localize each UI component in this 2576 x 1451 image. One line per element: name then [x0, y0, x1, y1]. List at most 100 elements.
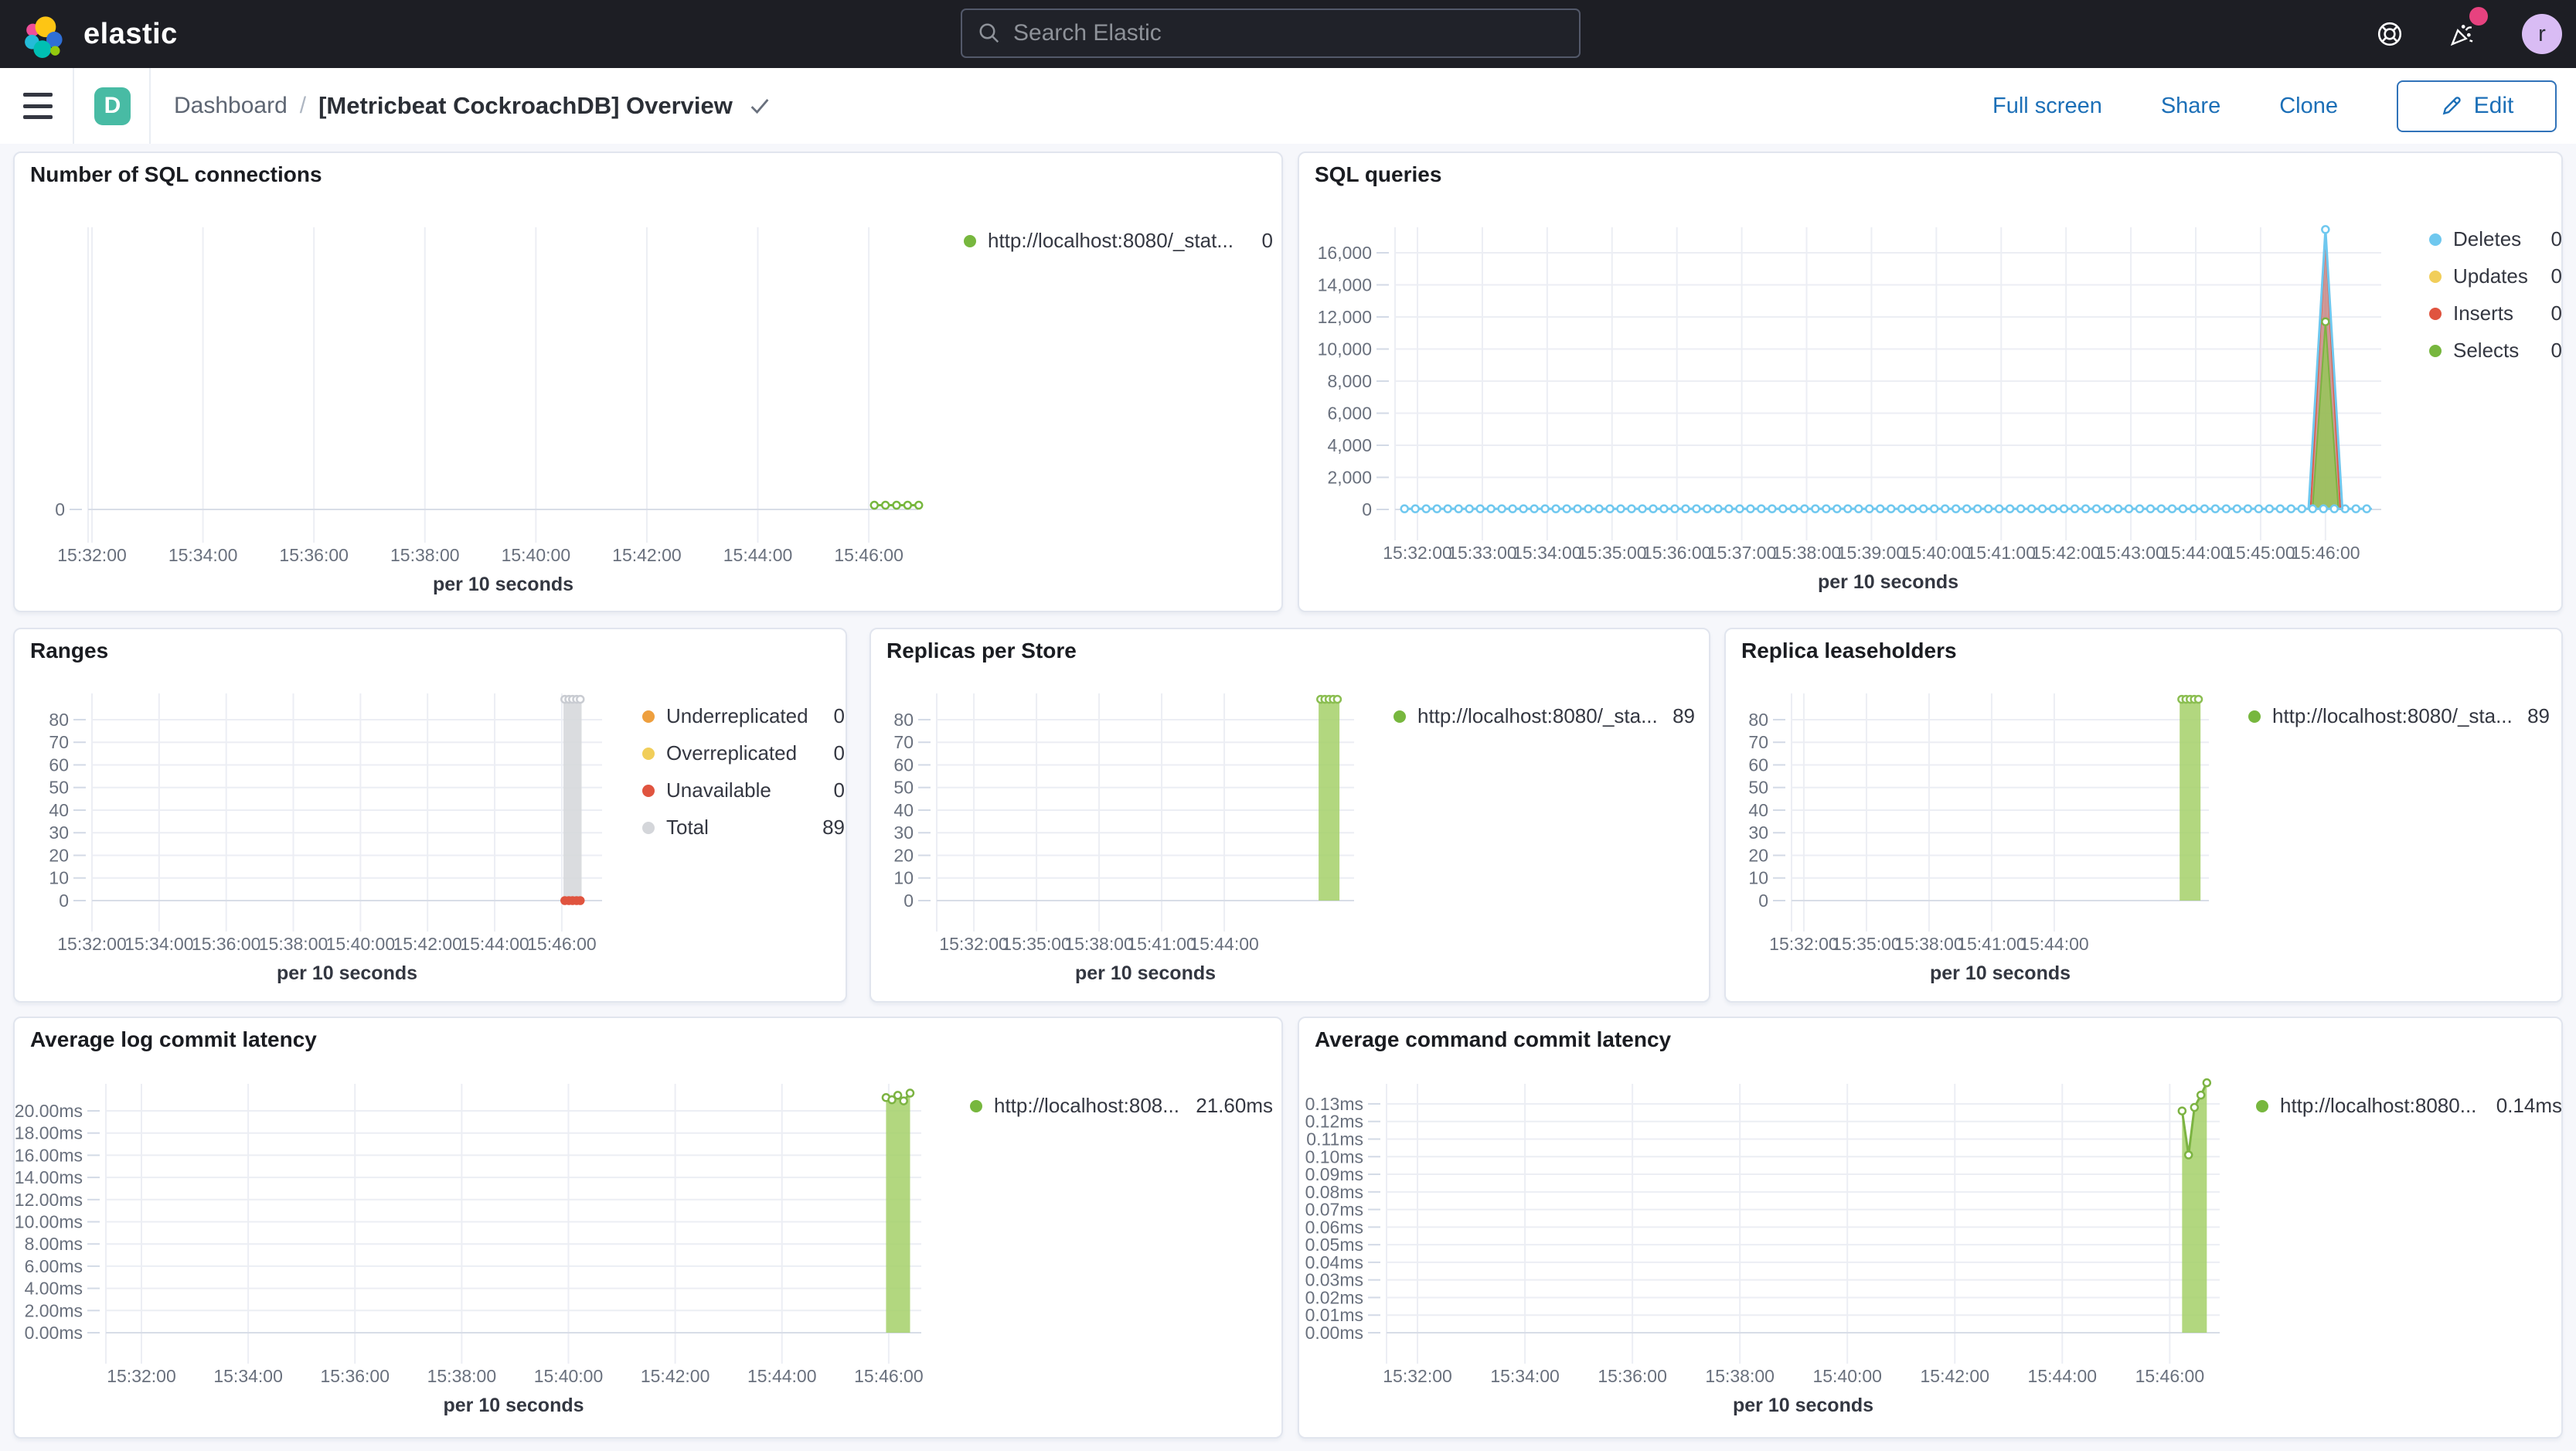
user-avatar[interactable]: r [2522, 14, 2562, 54]
panel-title: Ranges [30, 639, 109, 662]
svg-text:0.13ms: 0.13ms [1305, 1094, 1363, 1114]
chart-legend: http://localhost:8080/_sta... 89 [1393, 704, 1695, 741]
svg-text:15:44:00: 15:44:00 [460, 934, 529, 954]
svg-text:10: 10 [49, 868, 69, 888]
chart-sql-queries[interactable]: 0 2,000 4,000 6,000 8,000 10,000 12,000 14,000 1… [1299, 153, 2561, 615]
legend-value: 89 [822, 816, 845, 839]
legend-item[interactable]: http://localhost:8080/_stat... 0 [964, 229, 1273, 253]
svg-text:15:36:00: 15:36:00 [1598, 1366, 1667, 1386]
svg-text:40: 40 [1748, 800, 1768, 820]
svg-text:15:32:00: 15:32:00 [57, 545, 127, 565]
svg-text:0.04ms: 0.04ms [1305, 1252, 1363, 1272]
chart-sql-connections[interactable]: 0 15:32:00 15:34:00 15:36:00 15:38:00 15:40:0… [15, 153, 1281, 615]
search-input[interactable] [1012, 19, 1540, 47]
svg-text:20: 20 [49, 845, 69, 865]
svg-text:8.00ms: 8.00ms [25, 1234, 83, 1254]
legend-value: 89 [2527, 704, 2550, 727]
chart-replica-leaseholders[interactable]: 0 10 20 30 40 50 60 70 80 15:32:00 15:35:00 15:38:0… [1726, 629, 2561, 1005]
legend-value: 0.14ms [2496, 1094, 2562, 1117]
legend-item[interactable]: Underreplicated 0 [642, 704, 845, 728]
legend-value: 0 [2550, 301, 2562, 325]
legend-label: Deletes [2453, 227, 2522, 250]
svg-text:per 10 seconds: per 10 seconds [1930, 962, 2071, 984]
svg-text:15:34:00: 15:34:00 [1513, 543, 1582, 563]
global-search[interactable] [961, 9, 1581, 58]
svg-text:70: 70 [1748, 732, 1768, 752]
svg-text:2,000: 2,000 [1327, 467, 1372, 487]
svg-text:15:42:00: 15:42:00 [612, 545, 682, 565]
brand-name: elastic [83, 17, 178, 50]
svg-text:15:39:00: 15:39:00 [1837, 543, 1907, 563]
legend-label: Underreplicated [666, 704, 808, 727]
party-popper-icon [2448, 19, 2477, 49]
chart-replicas-per-store[interactable]: 0 10 20 30 40 50 60 70 80 15:32:00 15:35:00 15:38:0… [871, 629, 1709, 1005]
svg-text:2.00ms: 2.00ms [25, 1300, 83, 1320]
legend-value: 89 [1673, 704, 1695, 727]
svg-text:per 10 seconds: per 10 seconds [1075, 962, 1216, 984]
menu-button[interactable] [23, 93, 53, 119]
legend-label: Selects [2453, 339, 2520, 362]
svg-text:15:46:00: 15:46:00 [2291, 543, 2360, 563]
panel-title: Average log commit latency [30, 1027, 317, 1051]
elastic-home-link[interactable]: elastic [22, 9, 178, 60]
legend-item[interactable]: Deletes 0 [2429, 227, 2562, 251]
edit-button[interactable]: Edit [2397, 80, 2557, 132]
elastic-logo-icon [22, 9, 73, 60]
svg-text:15:36:00: 15:36:00 [279, 545, 349, 565]
svg-text:15:45:00: 15:45:00 [2226, 543, 2295, 563]
full-screen-button[interactable]: Full screen [1992, 93, 2102, 118]
svg-text:15:44:00: 15:44:00 [747, 1366, 817, 1386]
svg-text:15:40:00: 15:40:00 [326, 934, 396, 954]
chart-legend: http://localhost:8080... 0.14ms [2256, 1094, 2562, 1131]
chart-legend: Underreplicated 0 Overreplicated 0 Unavailab… [642, 704, 845, 853]
svg-text:80: 80 [49, 710, 69, 730]
svg-text:per 10 seconds: per 10 seconds [443, 1395, 584, 1416]
legend-color-dot [2248, 710, 2261, 723]
chart-avg-command-commit-latency[interactable]: 0.00ms 0.01ms 0.02ms 0.03ms 0.04ms 0.05ms 0.06… [1299, 1018, 2561, 1441]
legend-color-dot [2429, 344, 2442, 357]
legend-item[interactable]: http://localhost:8080/_sta... 89 [1393, 704, 1695, 728]
legend-item[interactable]: http://localhost:8080/_sta... 89 [2248, 704, 2550, 728]
breadcrumb: Dashboard / [Metricbeat CockroachDB] Ove… [174, 92, 771, 120]
breadcrumb-separator: / [299, 93, 307, 118]
svg-text:20.00ms: 20.00ms [15, 1101, 83, 1121]
legend-item[interactable]: Updates 0 [2429, 264, 2562, 288]
legend-label: http://localhost:8080/_stat... [988, 229, 1234, 252]
svg-text:40: 40 [49, 800, 69, 820]
legend-value: 0 [833, 704, 845, 727]
legend-label: http://localhost:8080... [2280, 1094, 2477, 1117]
svg-text:0.02ms: 0.02ms [1305, 1287, 1363, 1307]
svg-text:0: 0 [903, 891, 914, 911]
legend-label: http://localhost:8080/_sta... [2272, 704, 2513, 727]
legend-item[interactable]: Total 89 [642, 816, 845, 840]
legend-item[interactable]: Overreplicated 0 [642, 741, 845, 765]
newsfeed-button[interactable] [2448, 7, 2488, 49]
breadcrumb-dashboard-link[interactable]: Dashboard [174, 93, 288, 118]
clone-button[interactable]: Clone [2279, 93, 2338, 118]
legend-value: 0 [2550, 264, 2562, 288]
legend-item[interactable]: Selects 0 [2429, 339, 2562, 363]
legend-color-dot [642, 821, 655, 834]
legend-label: Total [666, 816, 709, 839]
svg-text:15:38:00: 15:38:00 [390, 545, 460, 565]
svg-text:15:38:00: 15:38:00 [1772, 543, 1842, 563]
svg-text:70: 70 [49, 732, 69, 752]
chart-ranges[interactable]: 0 10 20 30 40 50 60 70 80 15:32:00 15:34:00 15:36:0… [15, 629, 846, 1005]
share-button[interactable]: Share [2160, 93, 2221, 118]
panel-ranges: Ranges 0 10 20 30 40 50 60 70 80 15:32:00 15:34:00… [13, 628, 847, 1003]
svg-text:16,000: 16,000 [1318, 243, 1372, 263]
svg-text:15:42:00: 15:42:00 [393, 934, 462, 954]
svg-text:15:38:00: 15:38:00 [1705, 1366, 1775, 1386]
svg-text:15:36:00: 15:36:00 [192, 934, 261, 954]
space-switcher[interactable]: D [94, 87, 131, 125]
chart-avg-log-commit-latency[interactable]: 0.00ms 2.00ms 4.00ms 6.00ms 8.00ms 10.00ms 12.… [15, 1018, 1281, 1441]
divider [73, 68, 74, 144]
svg-text:18.00ms: 18.00ms [15, 1123, 83, 1143]
help-button[interactable] [2377, 21, 2403, 47]
legend-item[interactable]: http://localhost:808... 21.60ms [970, 1094, 1273, 1118]
svg-text:15:42:00: 15:42:00 [1920, 1366, 1989, 1386]
svg-text:15:38:00: 15:38:00 [427, 1366, 497, 1386]
legend-item[interactable]: Unavailable 0 [642, 778, 845, 802]
legend-item[interactable]: http://localhost:8080... 0.14ms [2256, 1094, 2562, 1118]
legend-item[interactable]: Inserts 0 [2429, 301, 2562, 325]
